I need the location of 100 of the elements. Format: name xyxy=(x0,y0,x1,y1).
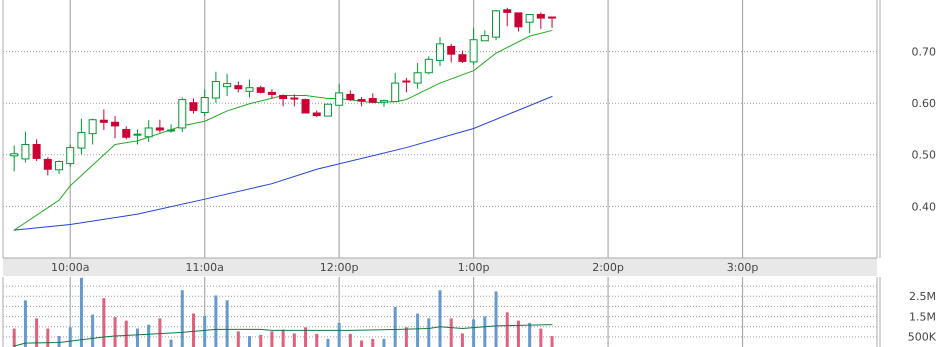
candlestick xyxy=(324,103,332,117)
candlestick xyxy=(77,118,86,155)
y-tick-label: 500K xyxy=(908,330,937,344)
candlestick xyxy=(223,73,232,96)
candlestick xyxy=(156,119,164,134)
bar xyxy=(326,338,330,347)
candlestick xyxy=(480,30,489,42)
bar xyxy=(259,334,262,347)
bar xyxy=(46,328,50,347)
candlestick xyxy=(144,120,153,142)
bar xyxy=(12,328,16,347)
bar xyxy=(236,331,240,347)
bar xyxy=(214,295,218,347)
y-tick-label: 2.5M xyxy=(909,290,936,304)
x-tick-label: 12:00p xyxy=(320,261,359,274)
candlestick xyxy=(548,16,556,28)
candlestick xyxy=(32,138,41,162)
candlestick xyxy=(133,129,142,145)
bar xyxy=(483,316,486,347)
candlestick xyxy=(402,77,410,93)
bar xyxy=(394,307,397,347)
bar xyxy=(158,318,162,347)
x-tick-label: 11:00a xyxy=(185,261,224,274)
candlestick xyxy=(335,83,344,106)
bar xyxy=(416,314,420,347)
candlestick xyxy=(111,116,120,139)
bar xyxy=(180,290,184,347)
candlestick xyxy=(200,88,209,117)
candlestick xyxy=(234,81,242,93)
bar xyxy=(494,291,498,347)
bar xyxy=(404,327,408,347)
candlestick xyxy=(246,78,254,98)
bar xyxy=(427,318,430,347)
candlestick xyxy=(10,145,18,172)
candlestick xyxy=(88,118,97,145)
line-series xyxy=(14,30,553,231)
bar xyxy=(24,300,27,347)
candlestick xyxy=(391,72,400,102)
bar xyxy=(460,333,464,347)
bar xyxy=(170,340,173,347)
bar xyxy=(114,317,117,347)
bar xyxy=(450,318,453,347)
bar xyxy=(270,331,274,347)
bar xyxy=(304,327,308,347)
y-tick-label: 1.5M xyxy=(909,310,936,324)
candlestick xyxy=(526,14,534,34)
y-tick-label: 0.50 xyxy=(912,148,936,162)
candlestick xyxy=(44,156,52,176)
line-series xyxy=(14,96,553,231)
candlestick xyxy=(302,98,310,114)
candlestick xyxy=(122,126,130,140)
candlestick xyxy=(55,160,64,174)
bar xyxy=(58,336,61,347)
bar xyxy=(136,328,139,347)
bar xyxy=(292,333,296,347)
candlestick xyxy=(424,56,433,75)
x-tick-label: 1:00p xyxy=(458,261,490,274)
bar xyxy=(203,316,206,347)
candlestick xyxy=(268,88,276,100)
candlestick xyxy=(447,43,456,63)
line-series xyxy=(14,324,553,346)
x-tick-label: 3:00p xyxy=(726,261,758,274)
bar xyxy=(371,338,374,347)
bar xyxy=(80,278,83,347)
candlestick xyxy=(414,62,422,90)
bar xyxy=(248,336,252,347)
candlestick xyxy=(536,12,545,30)
bar xyxy=(550,336,554,347)
candlestick xyxy=(21,131,30,164)
bar xyxy=(438,290,442,347)
candlestick xyxy=(436,36,444,67)
bar xyxy=(506,312,509,347)
candlestick xyxy=(458,50,466,64)
bar xyxy=(192,314,195,347)
bar xyxy=(91,314,94,347)
bar xyxy=(147,324,150,347)
candlestick xyxy=(470,27,478,66)
candlestick xyxy=(189,98,198,114)
x-tick-label: 10:00a xyxy=(51,261,90,274)
bar xyxy=(348,334,352,347)
bar xyxy=(68,327,72,347)
bar xyxy=(124,320,128,347)
bar xyxy=(102,298,106,347)
candlestick xyxy=(66,144,74,168)
y-tick-label: 0.60 xyxy=(912,97,936,110)
candlestick xyxy=(358,96,366,107)
candlestick xyxy=(212,71,220,104)
bar xyxy=(528,322,532,347)
y-tick-label: 0.40 xyxy=(912,200,936,214)
bar xyxy=(226,300,229,347)
bar xyxy=(338,322,341,347)
candlestick xyxy=(346,90,354,102)
bar xyxy=(315,334,318,347)
candlestick xyxy=(100,108,108,131)
candlestick xyxy=(290,94,298,107)
bar xyxy=(382,338,386,347)
bar xyxy=(516,320,520,347)
candlestick xyxy=(503,7,512,27)
candlestick xyxy=(279,94,288,107)
bar xyxy=(35,318,38,347)
